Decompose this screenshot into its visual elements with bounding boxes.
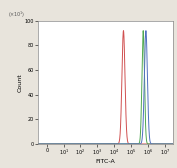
Text: ($\times\!10^{1}$): ($\times\!10^{1}$) [8, 9, 25, 19]
Y-axis label: Count: Count [18, 73, 23, 92]
X-axis label: FITC-A: FITC-A [95, 159, 115, 164]
